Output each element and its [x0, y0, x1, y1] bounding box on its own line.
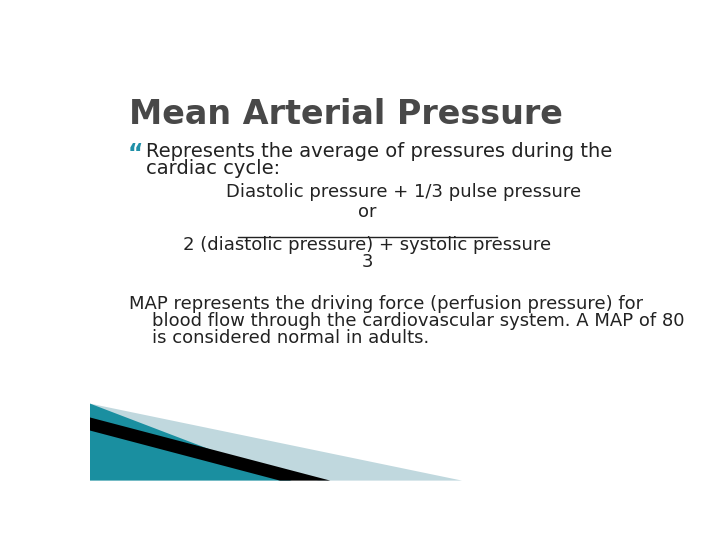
Text: Represents the average of pressures during the: Represents the average of pressures duri… — [145, 142, 612, 161]
Text: is considered normal in adults.: is considered normal in adults. — [129, 329, 429, 347]
Text: or: or — [359, 204, 377, 221]
Text: blood flow through the cardiovascular system. A MAP of 80: blood flow through the cardiovascular sy… — [129, 312, 684, 330]
Text: 3: 3 — [361, 253, 373, 271]
Text: “: “ — [127, 142, 143, 166]
Polygon shape — [90, 417, 330, 481]
Text: 2 (diastolic pressure) + systolic pressure: 2 (diastolic pressure) + systolic pressu… — [184, 236, 552, 254]
Text: cardiac cycle:: cardiac cycle: — [145, 159, 280, 178]
Text: MAP represents the driving force (perfusion pressure) for: MAP represents the driving force (perfus… — [129, 295, 643, 313]
Text: Mean Arterial Pressure: Mean Arterial Pressure — [129, 98, 562, 131]
Polygon shape — [90, 403, 462, 481]
Text: Diastolic pressure + 1/3 pulse pressure: Diastolic pressure + 1/3 pulse pressure — [225, 184, 581, 201]
Polygon shape — [90, 403, 292, 481]
